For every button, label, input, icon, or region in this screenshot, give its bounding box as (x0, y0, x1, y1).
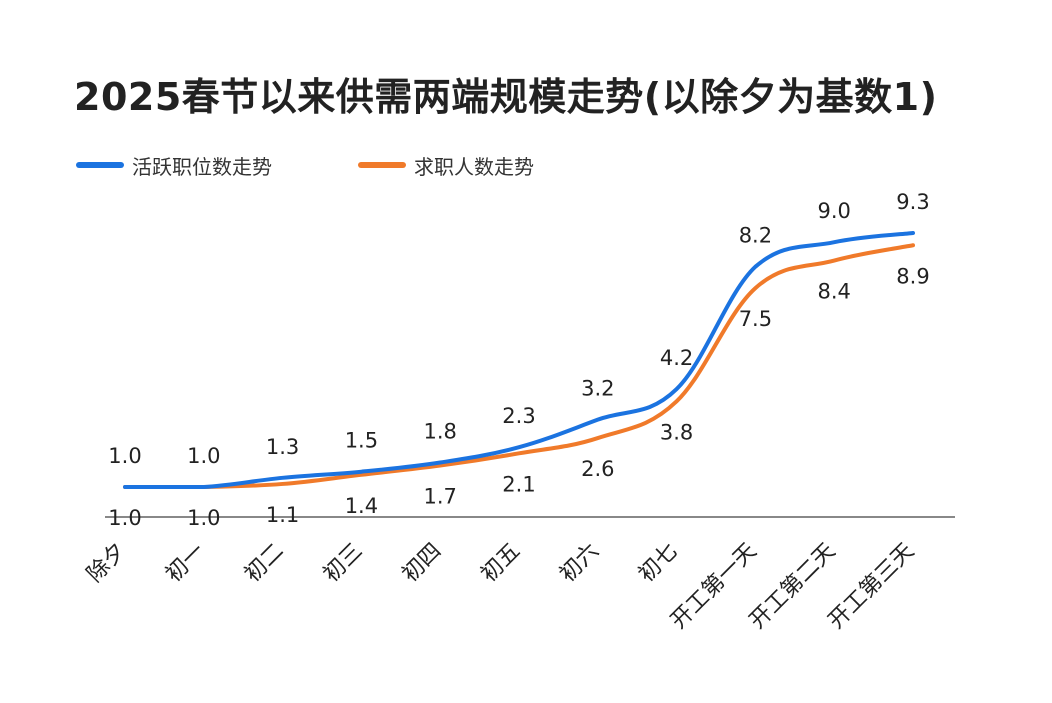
data-label-active-jobs: 9.0 (817, 199, 850, 223)
data-label-active-jobs: 1.0 (108, 444, 141, 468)
x-tick-label: 初六 (555, 539, 604, 588)
data-label-job-seekers: 1.4 (345, 494, 378, 518)
data-label-job-seekers: 3.8 (660, 420, 693, 444)
legend-label-active-jobs: 活跃职位数走势 (132, 154, 272, 179)
data-label-job-seekers: 1.1 (266, 503, 299, 527)
data-label-active-jobs: 8.2 (739, 224, 772, 248)
x-tick-label: 初五 (476, 539, 525, 588)
x-tick-label: 开工第三天 (824, 539, 919, 634)
legend-item-active-jobs: 活跃职位数走势 (76, 150, 272, 180)
x-tick-label: 除夕 (82, 539, 131, 588)
data-label-job-seekers: 2.1 (502, 472, 535, 496)
data-label-active-jobs: 1.5 (345, 429, 378, 453)
data-label-active-jobs: 2.3 (502, 404, 535, 428)
data-label-active-jobs: 9.3 (896, 190, 929, 214)
series-line-job-seekers (123, 243, 915, 490)
data-label-job-seekers: 1.7 (423, 485, 456, 509)
x-tick-label: 初七 (634, 539, 683, 588)
data-label-job-seekers: 1.0 (187, 506, 220, 530)
data-label-active-jobs: 1.0 (187, 444, 220, 468)
x-tick-label: 初三 (319, 539, 368, 588)
data-label-job-seekers: 8.4 (817, 280, 850, 304)
data-label-job-seekers: 8.9 (896, 264, 929, 288)
x-tick-label: 初四 (398, 539, 447, 588)
legend-item-job-seekers: 求职人数走势 (358, 150, 534, 180)
chart-title: 2025春节以来供需两端规模走势(以除夕为基数1) (74, 75, 938, 119)
x-tick-label: 初二 (240, 539, 289, 588)
data-label-job-seekers: 7.5 (739, 307, 772, 331)
legend-swatch-job-seekers (358, 162, 406, 168)
legend-swatch-active-jobs (76, 162, 124, 168)
data-label-job-seekers: 2.6 (581, 457, 614, 481)
data-label-active-jobs: 3.2 (581, 377, 614, 401)
data-label-active-jobs: 1.8 (423, 420, 456, 444)
x-tick-label: 初一 (161, 539, 210, 588)
legend-label-job-seekers: 求职人数走势 (414, 154, 534, 179)
data-label-job-seekers: 1.0 (108, 506, 141, 530)
data-label-active-jobs: 4.2 (660, 346, 693, 370)
data-label-active-jobs: 1.3 (266, 435, 299, 459)
series-line-active-jobs (123, 231, 915, 490)
